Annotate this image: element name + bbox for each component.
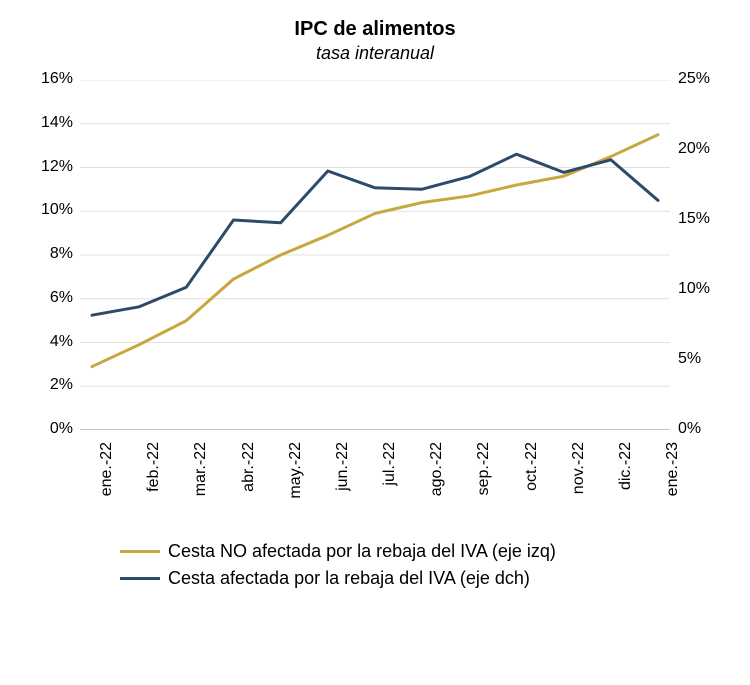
- x-tick-label: mar.-22: [192, 442, 210, 522]
- plot-area: [80, 80, 670, 430]
- y-right-tick-label: 5%: [678, 350, 701, 368]
- y-right-tick-label: 15%: [678, 210, 710, 228]
- x-tick-label: oct.-22: [523, 442, 541, 522]
- x-tick-label: ene.-23: [664, 442, 682, 522]
- x-tick-label: jun.-22: [334, 442, 352, 522]
- y-left-tick-label: 4%: [25, 333, 73, 351]
- legend-item-no_afectada: Cesta NO afectada por la rebaja del IVA …: [0, 541, 750, 562]
- y-right-tick-label: 25%: [678, 70, 710, 88]
- y-left-tick-label: 16%: [25, 70, 73, 88]
- x-tick-label: jul.-22: [381, 442, 399, 522]
- series-line-afectada: [92, 154, 658, 315]
- y-left-tick-label: 6%: [25, 289, 73, 307]
- y-left-tick-label: 14%: [25, 114, 73, 132]
- chart-subtitle: tasa interanual: [0, 43, 750, 64]
- x-tick-label: ene.-22: [98, 442, 116, 522]
- legend-label: Cesta NO afectada por la rebaja del IVA …: [168, 541, 556, 562]
- chart-container: IPC de alimentos tasa interanual Cesta N…: [0, 0, 750, 685]
- y-left-tick-label: 0%: [25, 420, 73, 438]
- legend-item-afectada: Cesta afectada por la rebaja del IVA (ej…: [0, 568, 750, 589]
- y-left-tick-label: 10%: [25, 201, 73, 219]
- x-tick-label: sep.-22: [475, 442, 493, 522]
- y-left-tick-label: 2%: [25, 376, 73, 394]
- legend: Cesta NO afectada por la rebaja del IVA …: [0, 535, 750, 589]
- legend-label: Cesta afectada por la rebaja del IVA (ej…: [168, 568, 530, 589]
- x-tick-label: may.-22: [287, 442, 305, 522]
- x-tick-label: abr.-22: [240, 442, 258, 522]
- y-right-tick-label: 0%: [678, 420, 701, 438]
- x-tick-label: nov.-22: [570, 442, 588, 522]
- chart-title: IPC de alimentos: [0, 0, 750, 41]
- x-tick-label: ago.-22: [428, 442, 446, 522]
- y-right-tick-label: 20%: [678, 140, 710, 158]
- y-right-tick-label: 10%: [678, 280, 710, 298]
- legend-swatch: [120, 550, 160, 553]
- x-tick-label: feb.-22: [145, 442, 163, 522]
- y-left-tick-label: 8%: [25, 245, 73, 263]
- y-left-tick-label: 12%: [25, 158, 73, 176]
- x-tick-label: dic.-22: [617, 442, 635, 522]
- legend-swatch: [120, 577, 160, 580]
- chart-svg: [80, 80, 670, 430]
